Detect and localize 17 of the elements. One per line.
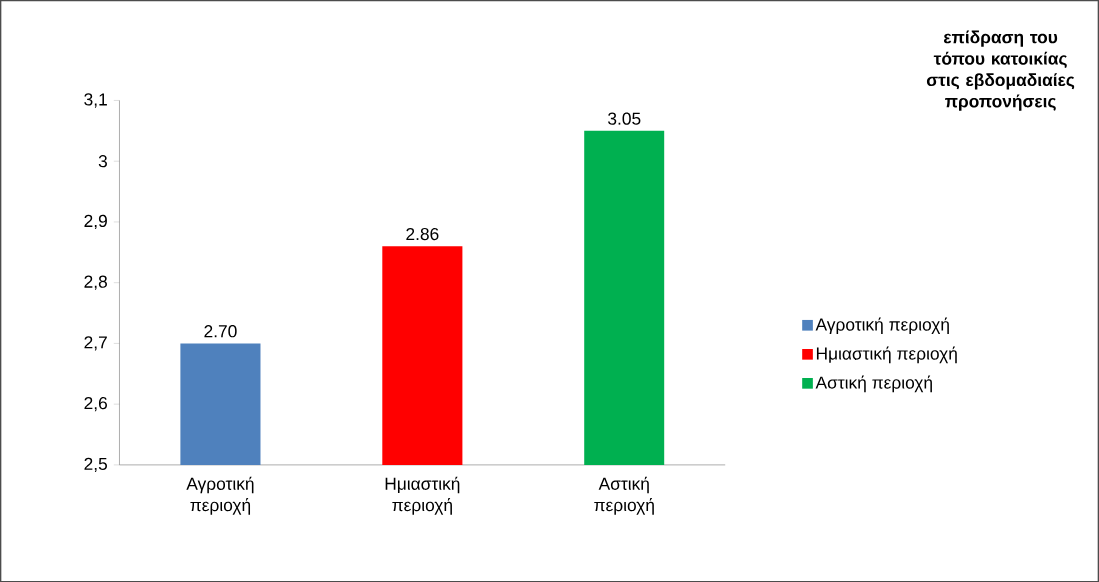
data-label: 2.86 xyxy=(406,227,439,240)
x-tick-label: Αγροτική περιοχή xyxy=(186,476,254,515)
y-tick-label: 3,1 xyxy=(84,93,107,108)
y-tick-label: 3 xyxy=(98,154,107,168)
y-tick-label: 2,7 xyxy=(84,336,107,351)
y-tick-label: 2,8 xyxy=(84,275,107,290)
x-tick-label: Ημιαστική περιοχή xyxy=(385,476,460,515)
text: επίδραση του τόπου κατοικίας στις εβδομαδιαίες προπονήσεις xyxy=(926,30,1075,111)
y-tick-label: 2,6 xyxy=(84,396,107,412)
data-label: 3.05 xyxy=(608,112,641,125)
legend-label: Αγροτική περιοχή xyxy=(815,317,949,334)
y-tick-label: 2,9 xyxy=(84,214,107,229)
legend-label: Αστική περιοχή xyxy=(815,375,932,392)
legend-label: Ημιαστική περιοχή xyxy=(816,346,957,363)
y-tick-label: 2,5 xyxy=(84,457,107,472)
data-label: 2.70 xyxy=(204,324,237,338)
x-tick-label: Αστική περιοχή xyxy=(594,476,654,515)
